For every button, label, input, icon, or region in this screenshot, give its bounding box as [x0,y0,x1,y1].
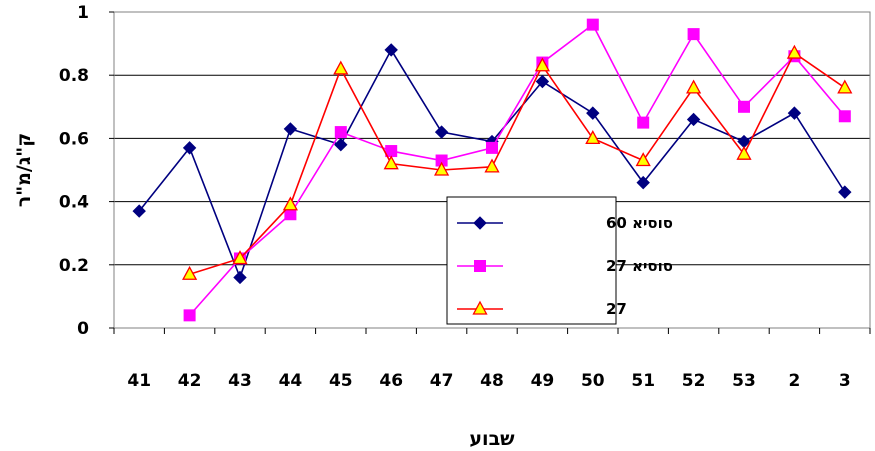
data-point-square [838,110,851,123]
legend-label: 27 [606,300,627,318]
legend-label: סוסיא 27 [606,257,673,275]
x-tick-label: 45 [329,371,353,391]
x-tick-label: 51 [631,371,655,391]
data-point-diamond [233,270,247,285]
y-tick-label: 0.8 [59,66,89,86]
data-point-triangle [534,57,550,72]
data-point-diamond [686,112,701,127]
x-tick-label: 41 [127,371,151,391]
x-tick-label: 3 [839,371,851,391]
y-tick-label: 0.4 [59,193,89,213]
x-tick-label: 49 [531,371,555,391]
data-point-diamond [283,122,298,136]
data-point-diamond [636,175,650,190]
data-point-diamond [434,125,449,139]
x-tick-label: 47 [430,371,454,391]
data-point-square [687,28,700,41]
data-point-diamond [384,43,398,57]
data-point-square [486,141,498,154]
x-tick-label: 50 [581,371,605,391]
y-tick-label: 0.6 [59,129,89,149]
data-point-triangle [635,152,651,167]
legend-marker [472,300,488,315]
y-tick-label: 0.2 [59,256,89,276]
y-axis-ticks: 0 0.2 0.4 0.6 0.8 1 [59,3,114,339]
y-axis-title: ק"ג/מ"ר [13,133,35,207]
data-point-triangle [333,60,349,75]
x-tick-label: 43 [228,371,252,391]
series-1 [132,43,852,285]
legend: סוסיא 60 סוסיא 27 27 [446,196,673,325]
data-point-triangle [182,265,198,280]
x-tick-label: 2 [788,371,800,391]
y-tick-label: 1 [77,3,89,23]
data-point-square [738,100,750,113]
series-group [132,18,853,322]
data-point-triangle [434,161,450,176]
x-tick-label: 46 [379,371,403,391]
data-point-diamond [787,106,802,120]
data-point-triangle [585,130,601,145]
data-point-square [334,126,347,139]
x-tick-label: 44 [279,371,303,391]
legend-box [446,196,617,325]
data-point-square [586,18,599,31]
legend-marker [474,260,486,272]
x-tick-label: 42 [178,371,202,391]
data-point-diamond [132,204,146,218]
data-point-triangle [686,79,702,94]
data-point-triangle [282,196,298,211]
data-point-triangle [837,79,853,94]
data-point-triangle [484,158,500,173]
data-point-triangle [786,44,802,59]
x-tick-label: 53 [732,371,756,391]
x-tick-label: 48 [480,371,504,391]
data-point-triangle [736,145,752,160]
axes [113,11,871,329]
data-point-diamond [334,138,348,152]
x-tick-label: 52 [682,371,706,391]
data-point-square [183,309,196,322]
series-line [189,23,846,316]
data-point-square [637,116,650,129]
series-line [189,51,846,276]
data-point-triangle [232,250,248,265]
data-point-diamond [535,74,550,89]
legend-marker [473,216,487,230]
data-point-triangle [383,155,399,170]
data-point-diamond [182,141,197,155]
series-3 [182,44,853,280]
y-tick-label: 0 [77,319,89,339]
plot-area [113,11,871,329]
legend-label: סוסיא 60 [606,214,673,232]
data-point-diamond [586,106,600,120]
x-axis-ticks: 41 42 43 44 45 46 47 48 49 50 51 52 53 2 3 [113,328,871,391]
x-axis-title: שבוע [469,428,515,450]
data-point-diamond [838,185,852,199]
